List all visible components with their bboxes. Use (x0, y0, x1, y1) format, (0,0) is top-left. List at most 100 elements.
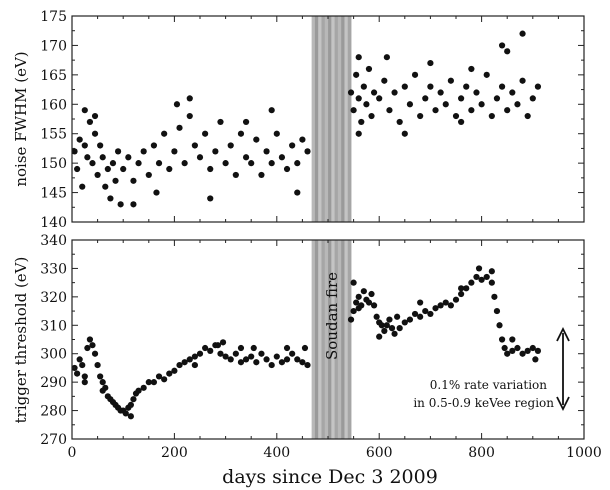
data-point (483, 273, 490, 281)
data-point (253, 359, 260, 366)
data-point (237, 359, 245, 366)
data-point (468, 107, 475, 114)
data-point (76, 136, 83, 143)
data-point (120, 165, 127, 173)
data-point (232, 350, 239, 357)
data-point (258, 171, 265, 179)
data-point (97, 373, 104, 380)
data-point (81, 379, 88, 386)
data-point (227, 142, 234, 149)
data-point (458, 290, 465, 298)
band-stripe (321, 16, 326, 222)
band-stripe (334, 240, 339, 439)
x-tick-label: 600 (366, 445, 393, 461)
data-point (214, 342, 222, 349)
band-stripe (321, 240, 326, 439)
annotation-line-1: 0.1% rate variation (430, 378, 547, 392)
data-point (140, 384, 147, 391)
data-point (84, 344, 91, 352)
data-point (250, 344, 257, 352)
data-point (153, 189, 160, 196)
data-point (519, 30, 526, 37)
data-point (411, 310, 419, 318)
data-point (207, 195, 214, 202)
data-point (417, 313, 424, 320)
data-point (353, 71, 360, 78)
band-stripe (314, 16, 319, 222)
data-point (378, 322, 385, 329)
data-point (283, 165, 291, 173)
data-point (401, 83, 408, 90)
band-stripe (328, 16, 332, 222)
data-point (130, 177, 137, 184)
data-point (386, 107, 393, 114)
data-point (422, 95, 429, 102)
data-point (79, 183, 86, 190)
data-point (483, 71, 490, 78)
data-point (347, 89, 355, 96)
top-y-ticks: 140 145 150 155 160 165 170 175 (40, 9, 584, 231)
data-point (94, 171, 101, 179)
data-point (127, 401, 134, 408)
data-point (514, 101, 521, 108)
data-point (130, 396, 137, 403)
data-point (135, 387, 142, 394)
x-tick-label: 1000 (566, 445, 602, 461)
data-point (81, 373, 88, 380)
data-point (237, 344, 245, 352)
data-point (79, 361, 86, 369)
data-point (207, 165, 214, 173)
data-point (130, 201, 137, 208)
y-tick-label: 320 (40, 290, 67, 306)
data-point (155, 160, 163, 167)
band-stripe (334, 16, 339, 222)
data-point (496, 322, 503, 329)
data-point (388, 325, 396, 332)
data-point (422, 307, 429, 315)
data-point (427, 83, 434, 90)
data-point (237, 130, 245, 137)
y-tick-label: 310 (40, 318, 67, 334)
data-point (427, 59, 434, 67)
data-point (368, 290, 375, 298)
data-point (452, 112, 460, 120)
bottom-y-axis-label: trigger threshold (eV) (12, 257, 30, 424)
data-point (263, 148, 270, 155)
data-point (222, 353, 229, 360)
y-tick-label: 165 (40, 68, 67, 84)
data-point (294, 160, 301, 167)
data-point (509, 347, 516, 354)
x-tick-label: 400 (263, 445, 290, 461)
data-point (406, 101, 414, 108)
data-point (524, 112, 531, 120)
top-panel: 140 145 150 155 160 165 170 175 noise FWHM (eV) (12, 9, 585, 231)
data-point (524, 347, 531, 354)
band-stripe (331, 16, 336, 222)
data-point (347, 316, 355, 323)
band-stripe (337, 240, 342, 439)
data-point (135, 160, 142, 167)
data-point (166, 370, 173, 377)
data-point (196, 154, 204, 161)
data-point (493, 307, 501, 315)
data-point (191, 142, 198, 149)
data-point (442, 299, 449, 306)
y-tick-label: 340 (40, 233, 67, 249)
data-point (406, 316, 414, 323)
data-point (498, 336, 506, 343)
data-point (529, 344, 536, 352)
data-point (81, 142, 88, 149)
data-point (376, 333, 383, 340)
data-point (432, 305, 439, 312)
band-stripe (341, 240, 345, 439)
data-point (74, 165, 81, 173)
data-point (222, 160, 229, 167)
data-point (268, 107, 275, 114)
data-point (173, 101, 181, 108)
data-point (155, 373, 163, 380)
band-stripe (328, 240, 332, 439)
y-tick-label: 300 (40, 347, 67, 363)
data-point (401, 130, 408, 137)
data-point (458, 95, 465, 102)
